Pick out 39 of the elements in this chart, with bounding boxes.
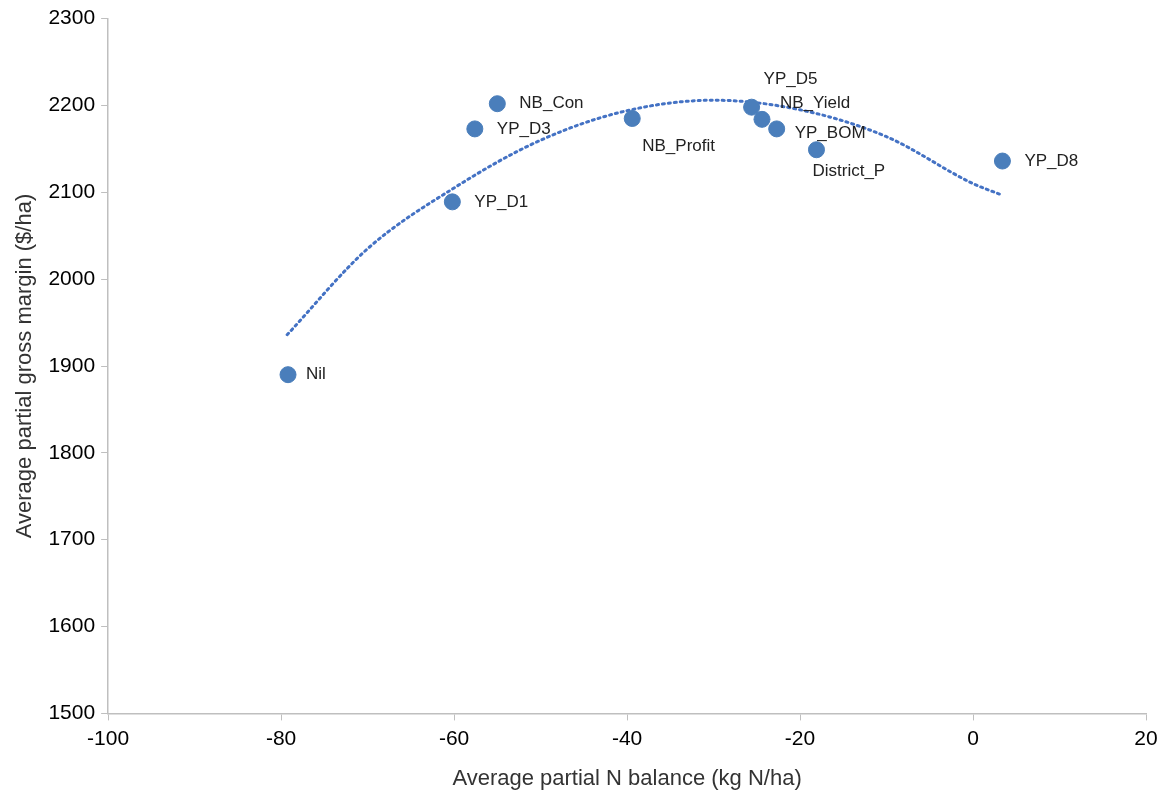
line-series — [285, 98, 1004, 337]
point — [466, 120, 484, 138]
point — [768, 120, 786, 138]
annotation: YP_D1 — [474, 191, 529, 211]
x-tick-label: 20 — [1134, 725, 1158, 749]
x-tick-label: 0 — [967, 725, 979, 749]
point — [443, 193, 461, 211]
y-tick-label: 2200 — [48, 92, 96, 116]
y-tick-label: 2300 — [48, 5, 96, 29]
point — [488, 95, 506, 113]
x-tick-label: -100 — [87, 725, 130, 749]
y-tick-label: 1800 — [48, 439, 96, 463]
annotation: District_P — [812, 161, 886, 181]
x-tick-label: -20 — [784, 725, 816, 749]
x-axis-title: Average partial N balance (kg N/ha) — [452, 764, 802, 790]
annotation: Nil — [306, 364, 326, 384]
y-axis-title: Average partial gross margin ($/ha) — [11, 193, 37, 539]
x-tick-label: -40 — [611, 725, 643, 749]
x-tick-label: -60 — [438, 725, 470, 749]
y-tick-label: 1600 — [48, 613, 96, 637]
annotation: YP_BOM — [794, 122, 866, 142]
x-tick-label: -80 — [265, 725, 297, 749]
point — [993, 152, 1011, 170]
annotation: YP_D5 — [763, 68, 818, 88]
point — [753, 110, 771, 128]
annotation: YP_D8 — [1024, 150, 1079, 170]
point — [279, 366, 297, 384]
y-tick-label: 1700 — [48, 526, 96, 550]
annotation: YP_D3 — [496, 118, 551, 138]
point — [807, 141, 825, 159]
point — [743, 98, 761, 116]
point — [623, 109, 641, 127]
annotation: NB_Con — [519, 93, 584, 113]
y-tick-label: 1900 — [48, 352, 96, 376]
annotation: NB_Profit — [642, 136, 716, 156]
annotation: NB_Yield — [779, 93, 851, 113]
y-tick-label: 2000 — [48, 265, 96, 289]
y-tick-label: 1500 — [48, 700, 96, 724]
y-tick-label: 2100 — [48, 179, 96, 203]
